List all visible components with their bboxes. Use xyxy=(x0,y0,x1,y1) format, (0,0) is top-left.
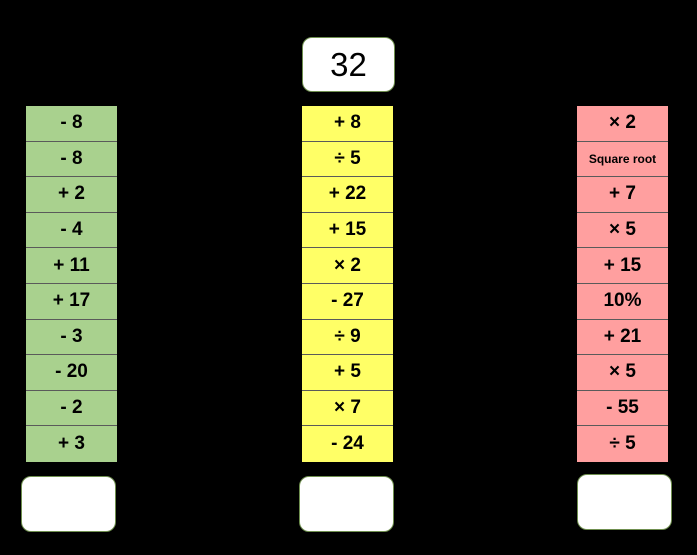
operation-cell: + 15 xyxy=(577,248,668,284)
answer-box-green[interactable] xyxy=(21,476,116,532)
operation-cell: Square root xyxy=(577,141,668,178)
operation-cell: 10% xyxy=(577,283,668,320)
operation-cell: ÷ 9 xyxy=(302,319,393,356)
operation-cell: - 2 xyxy=(26,390,117,427)
operation-cell: + 15 xyxy=(302,212,393,249)
operation-cell: × 7 xyxy=(302,390,393,427)
operation-cell: - 20 xyxy=(26,355,117,391)
operation-cell: + 7 xyxy=(577,177,668,213)
operation-cell: - 3 xyxy=(26,319,117,356)
operation-cell: + 3 xyxy=(26,426,117,462)
operation-chain-yellow: + 8 ÷ 5 + 22 + 15 × 2 - 27 ÷ 9 + 5 × 7 -… xyxy=(302,106,393,462)
operation-cell: - 55 xyxy=(577,390,668,427)
operation-cell: × 5 xyxy=(577,355,668,391)
operation-cell: + 11 xyxy=(26,248,117,284)
operation-cell: ÷ 5 xyxy=(577,426,668,462)
operation-cell: - 24 xyxy=(302,426,393,462)
operation-cell: - 4 xyxy=(26,212,117,249)
operation-chain-green: - 8 - 8 + 2 - 4 + 11 + 17 - 3 - 20 - 2 +… xyxy=(26,106,117,462)
operation-cell: + 17 xyxy=(26,283,117,320)
operation-cell: × 2 xyxy=(577,106,668,142)
operation-cell: × 2 xyxy=(302,248,393,284)
operation-cell: - 8 xyxy=(26,141,117,178)
operation-cell: + 8 xyxy=(302,106,393,142)
operation-cell: + 22 xyxy=(302,177,393,213)
operation-cell: + 21 xyxy=(577,319,668,356)
start-number: 32 xyxy=(330,45,367,83)
operation-cell: + 2 xyxy=(26,177,117,213)
operation-cell: × 5 xyxy=(577,212,668,249)
answer-box-red[interactable] xyxy=(577,474,672,530)
operation-chain-red: × 2 Square root + 7 × 5 + 15 10% + 21 × … xyxy=(577,106,668,462)
operation-cell: + 5 xyxy=(302,355,393,391)
operation-cell: - 27 xyxy=(302,283,393,320)
answer-box-yellow[interactable] xyxy=(299,476,394,532)
operation-cell: ÷ 5 xyxy=(302,141,393,178)
operation-cell: - 8 xyxy=(26,106,117,142)
start-number-box: 32 xyxy=(302,37,395,92)
